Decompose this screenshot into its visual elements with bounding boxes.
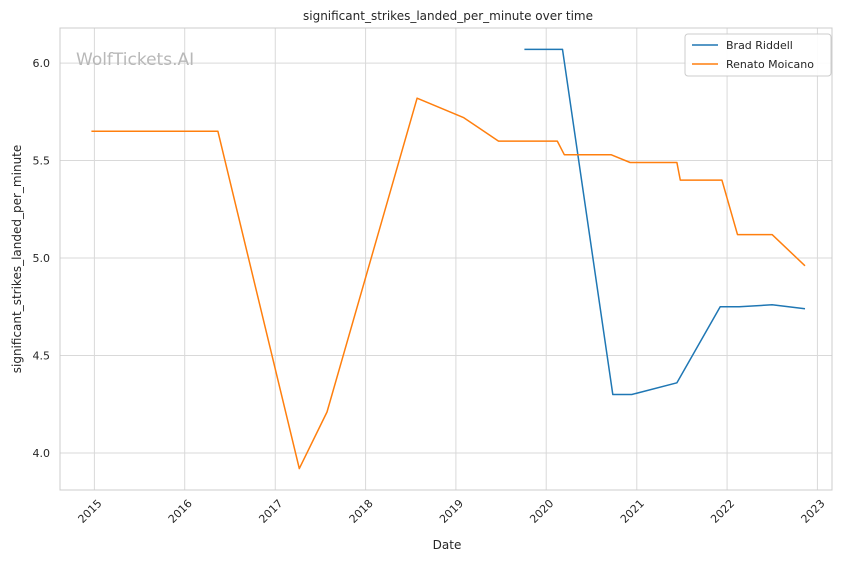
series-line-brad-riddell xyxy=(524,48,806,396)
watermark: WolfTickets.AI xyxy=(76,50,194,70)
y-tick-label: 4.5 xyxy=(33,349,51,362)
y-tick-label: 4.0 xyxy=(33,447,51,460)
x-tick-label: 2021 xyxy=(618,497,647,526)
x-gridlines xyxy=(93,28,818,490)
x-tick-label: 2022 xyxy=(708,497,737,526)
y-gridlines xyxy=(60,62,832,454)
x-tick-label: 2016 xyxy=(166,497,195,526)
y-tick-labels: 4.0 4.5 5.0 5.5 6.0 xyxy=(33,57,51,460)
x-tick-labels: 2015 2016 2017 2018 2019 2020 2021 2022 2023 xyxy=(76,497,828,526)
legend-label-renato-moicano: Renato Moicano xyxy=(726,58,814,71)
x-tick-label: 2019 xyxy=(437,497,466,526)
x-tick-label: 2023 xyxy=(799,497,828,526)
x-axis-title: Date xyxy=(433,538,462,552)
x-tick-label: 2015 xyxy=(76,497,105,526)
series-lines xyxy=(91,48,806,470)
x-tick-label: 2020 xyxy=(527,497,556,526)
plot-area-frame xyxy=(59,27,833,491)
series-line-renato-moicano xyxy=(91,97,806,470)
x-tick-label: 2017 xyxy=(256,497,285,526)
legend: Brad Riddell Renato Moicano xyxy=(684,33,832,77)
y-tick-label: 6.0 xyxy=(33,57,51,70)
y-tick-label: 5.5 xyxy=(33,155,51,168)
y-axis-title: significant_strikes_landed_per_minute xyxy=(10,145,24,374)
y-tick-label: 5.0 xyxy=(33,252,51,265)
legend-box xyxy=(684,33,832,77)
chart-title: significant_strikes_landed_per_minute ov… xyxy=(303,9,593,23)
x-tick-label: 2018 xyxy=(347,497,376,526)
legend-label-brad-riddell: Brad Riddell xyxy=(726,39,793,52)
